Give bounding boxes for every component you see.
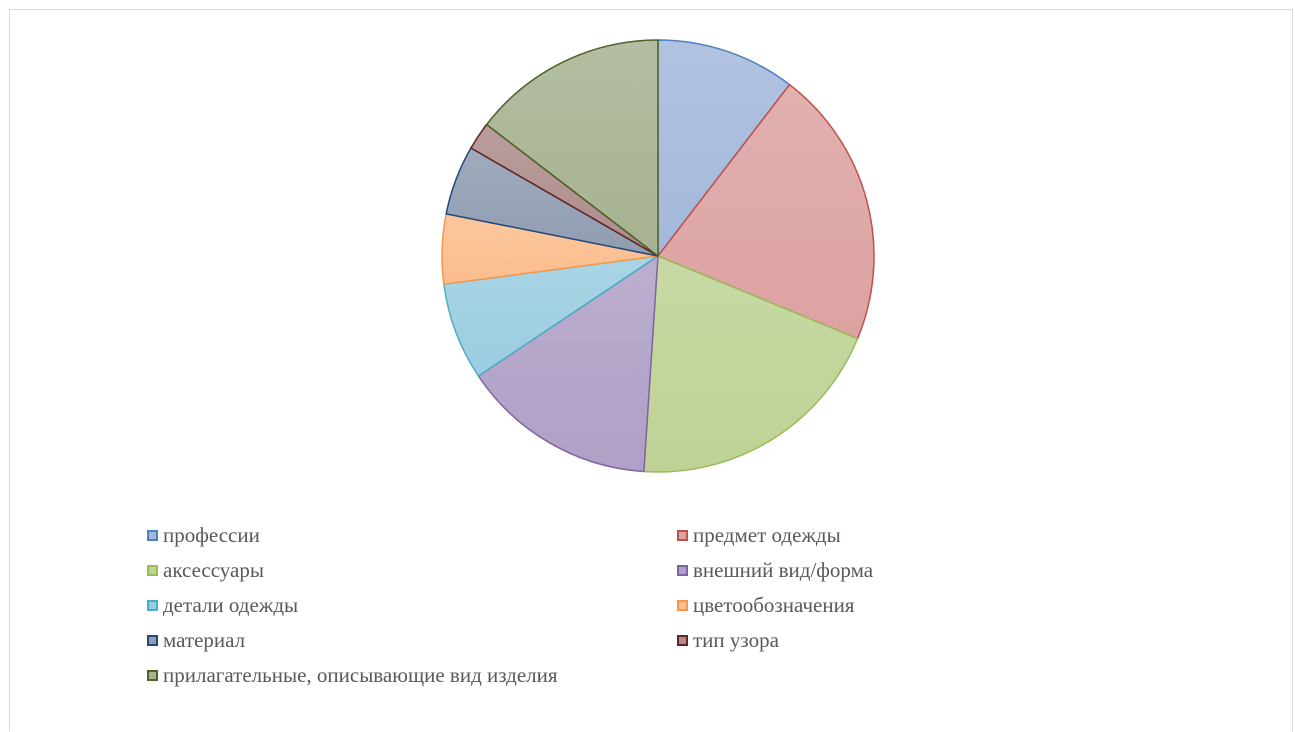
legend-label: прилагательные, описывающие вид изделия <box>163 663 558 687</box>
legend-swatch <box>147 565 158 576</box>
legend-swatch <box>677 565 688 576</box>
legend: профессии предмет одежды аксессуары внешний… <box>147 518 1047 693</box>
legend-swatch <box>147 635 158 646</box>
pie-slice-4 <box>477 255 659 473</box>
legend-swatch <box>677 600 688 611</box>
legend-item-8: тип узора <box>677 623 1047 658</box>
legend-item-6: цветообозначения <box>677 588 1047 623</box>
legend-swatch <box>147 600 158 611</box>
legend-swatch <box>677 635 688 646</box>
legend-label: аксессуары <box>163 558 264 582</box>
legend-label: профессии <box>163 523 260 547</box>
legend-swatch <box>147 670 158 681</box>
chart-area: профессии предмет одежды аксессуары внешний… <box>9 9 1293 731</box>
pie-slice-3 <box>643 255 859 473</box>
legend-item-5: детали одежды <box>147 588 677 623</box>
legend-item-1: профессии <box>147 518 677 553</box>
legend-item-2: предмет одежды <box>677 518 1047 553</box>
legend-item-9: прилагательные, описывающие вид изделия <box>147 658 677 693</box>
legend-label: предмет одежды <box>693 523 841 547</box>
legend-item-7: материал <box>147 623 677 658</box>
legend-label: внешний вид/форма <box>693 558 874 582</box>
legend-item-3: аксессуары <box>147 553 677 588</box>
pie-slice-1 <box>657 39 791 257</box>
pie-slice-9 <box>485 39 659 257</box>
pie-slice-5 <box>443 255 659 377</box>
pie-slice-2 <box>657 83 875 340</box>
pie-chart <box>441 39 875 473</box>
legend-swatch <box>677 530 688 541</box>
legend-label: детали одежды <box>163 593 299 617</box>
legend-label: цветообозначения <box>693 593 855 617</box>
legend-swatch <box>147 530 158 541</box>
legend-item-4: внешний вид/форма <box>677 553 1047 588</box>
legend-label: тип узора <box>693 628 779 652</box>
legend-label: материал <box>163 628 246 652</box>
